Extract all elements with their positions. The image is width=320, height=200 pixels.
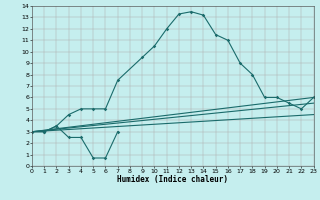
X-axis label: Humidex (Indice chaleur): Humidex (Indice chaleur) bbox=[117, 175, 228, 184]
